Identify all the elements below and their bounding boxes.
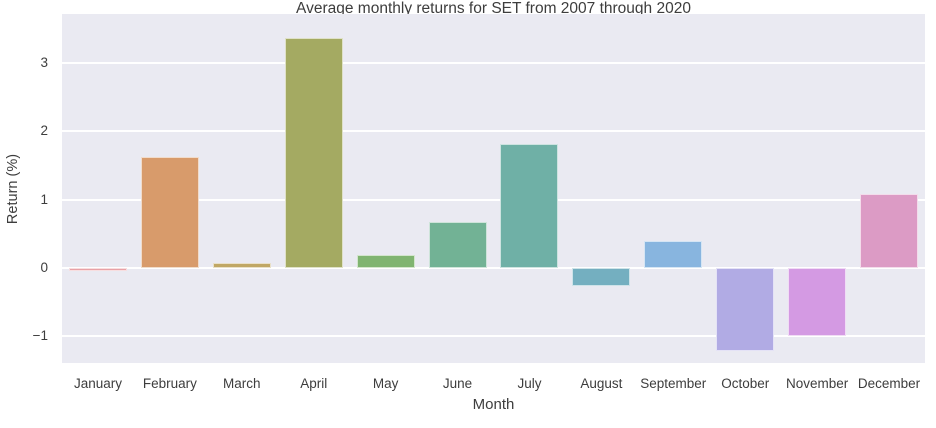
- ytick-label: 3: [40, 55, 48, 71]
- bar-march: [213, 263, 271, 268]
- xtick-label-august: August: [580, 376, 623, 391]
- ytick-label: 0: [40, 260, 48, 276]
- xtick-label-february: February: [142, 376, 197, 391]
- plot-area: [62, 14, 925, 363]
- gridline-y1: [62, 198, 925, 201]
- bar-july: [500, 144, 558, 268]
- ytick-label: 1: [40, 191, 48, 207]
- xtick-label-november: November: [785, 376, 849, 391]
- gridline-y2: [62, 130, 925, 133]
- ytick-label: 2: [40, 123, 48, 139]
- bar-april: [285, 38, 343, 268]
- bar-february: [141, 157, 199, 268]
- bar-november: [788, 268, 846, 336]
- xtick-label-july: July: [517, 376, 542, 391]
- ytick-label: −1: [32, 328, 48, 344]
- gridline-y0: [62, 267, 925, 270]
- y-axis-label: Return (%): [5, 153, 21, 225]
- xtick-label-september: September: [640, 376, 707, 391]
- xtick-label-december: December: [857, 376, 921, 391]
- bar-august: [572, 268, 630, 286]
- bar-december: [860, 194, 918, 268]
- gridline-y3: [62, 62, 925, 65]
- xtick-label-january: January: [73, 376, 122, 391]
- xtick-label-may: May: [372, 376, 399, 391]
- bar-september: [644, 241, 702, 268]
- bar-may: [357, 255, 415, 268]
- xtick-label-april: April: [300, 376, 328, 391]
- bar-october: [716, 268, 774, 351]
- xtick-label-june: June: [442, 376, 473, 391]
- bar-june: [429, 222, 487, 268]
- xtick-label-october: October: [721, 376, 770, 391]
- xtick-label-march: March: [223, 376, 261, 391]
- gridline-y-1: [62, 335, 925, 338]
- chart-title: Average monthly returns for SET from 200…: [296, 0, 691, 17]
- x-axis-label: Month: [472, 396, 515, 413]
- bar-january: [69, 268, 127, 271]
